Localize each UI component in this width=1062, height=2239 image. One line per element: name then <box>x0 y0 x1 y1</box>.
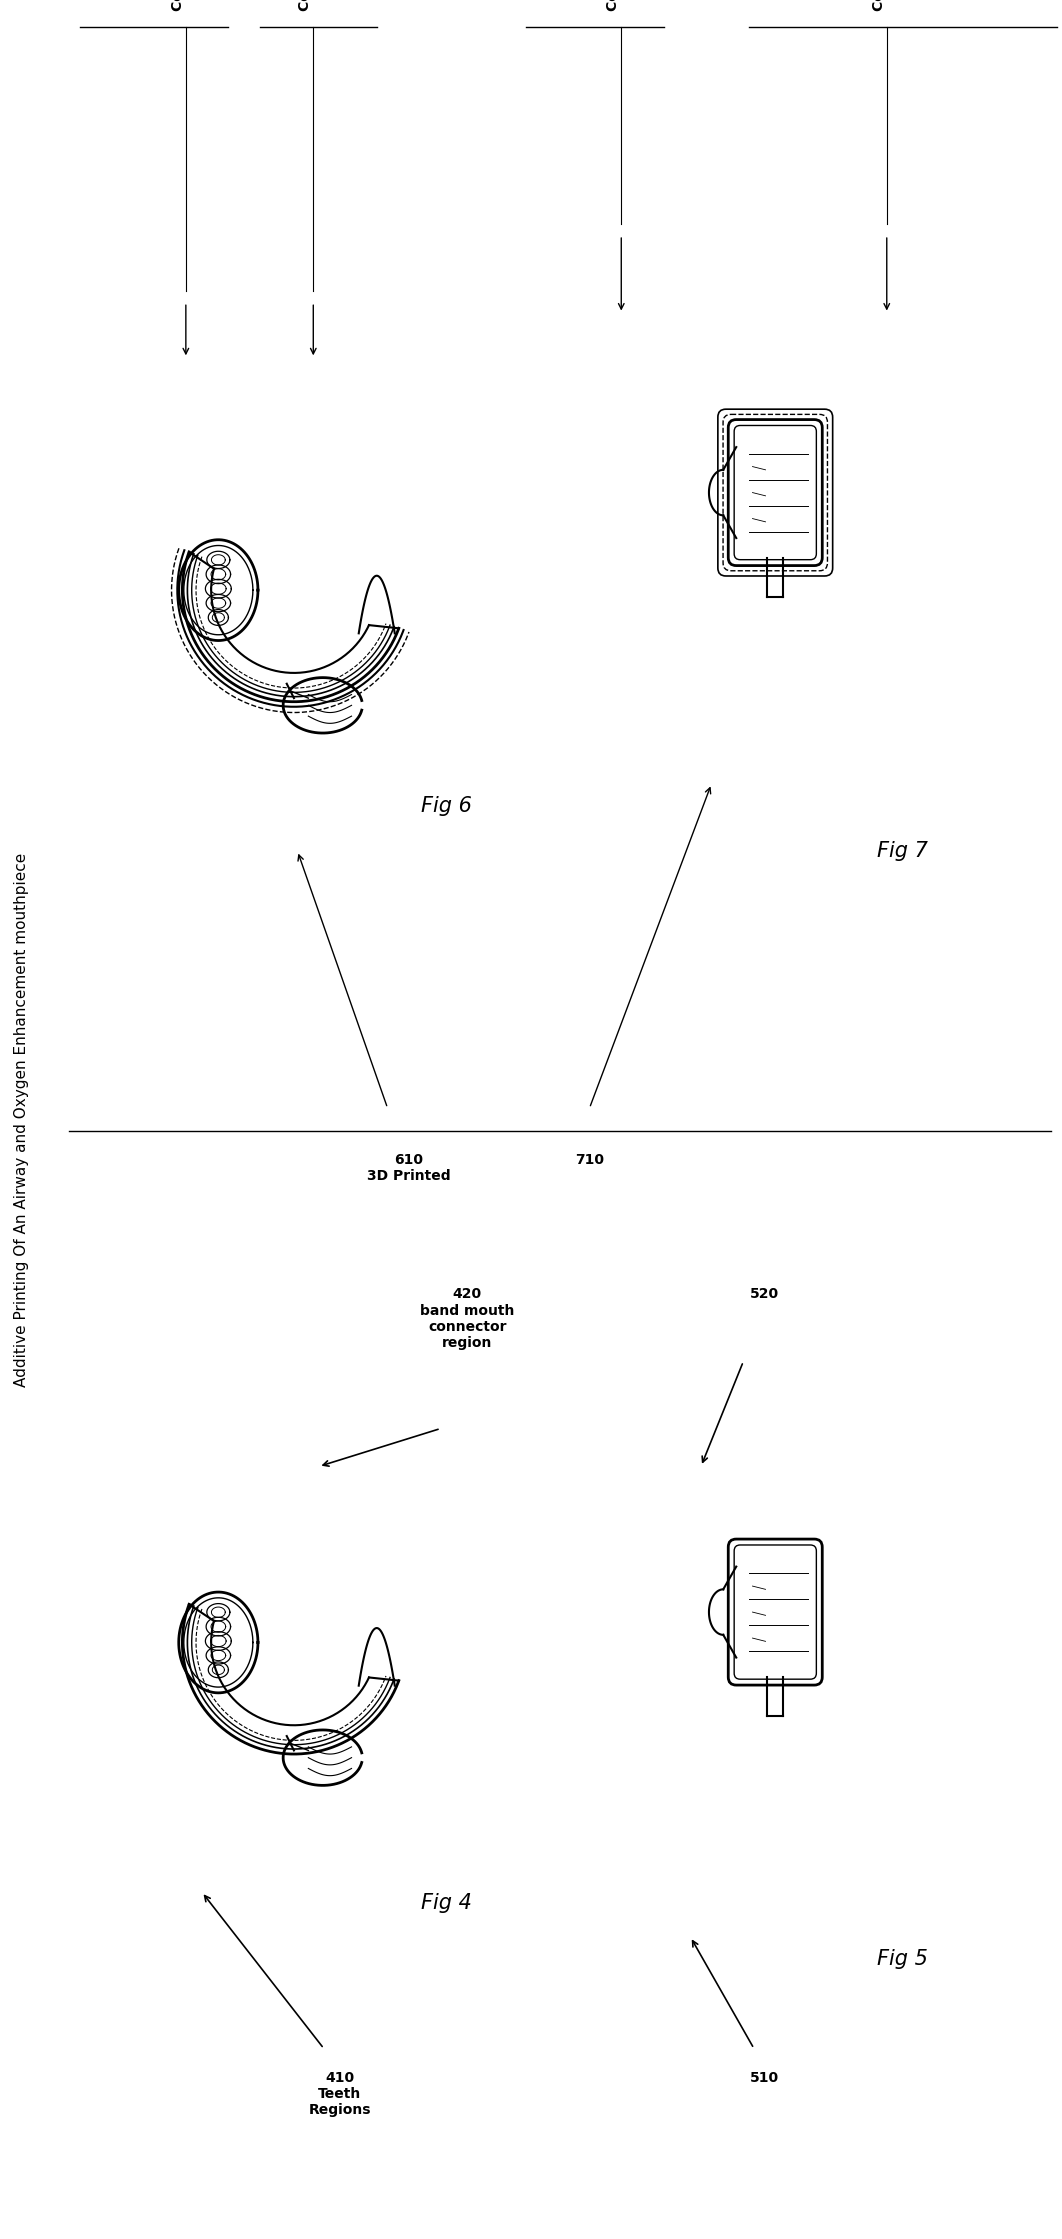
Text: 520: 520 <box>750 1287 780 1301</box>
Text: 410
Teeth
Regions: 410 Teeth Regions <box>309 2071 371 2118</box>
Text: Coated 1mm
730: Coated 1mm 730 <box>872 0 902 11</box>
Text: Coated 1mm
630: Coated 1mm 630 <box>298 0 328 11</box>
Text: 510: 510 <box>750 2071 780 2085</box>
Text: Fig 7: Fig 7 <box>877 842 928 860</box>
Text: 420
band mouth
connector
region: 420 band mouth connector region <box>421 1287 514 1350</box>
Text: 710: 710 <box>575 1153 604 1167</box>
Text: Coated 3mm
720: Coated 3mm 720 <box>606 0 636 11</box>
Text: Coated 3mm
620: Coated 3mm 620 <box>171 0 201 11</box>
Text: Fig 6: Fig 6 <box>421 797 472 815</box>
Text: Fig 4: Fig 4 <box>421 1894 472 1912</box>
Text: Fig 5: Fig 5 <box>877 1950 928 1968</box>
Text: 610
3D Printed: 610 3D Printed <box>367 1153 450 1182</box>
Text: Additive Printing Of An Airway and Oxygen Enhancement mouthpiece: Additive Printing Of An Airway and Oxyge… <box>15 853 30 1386</box>
